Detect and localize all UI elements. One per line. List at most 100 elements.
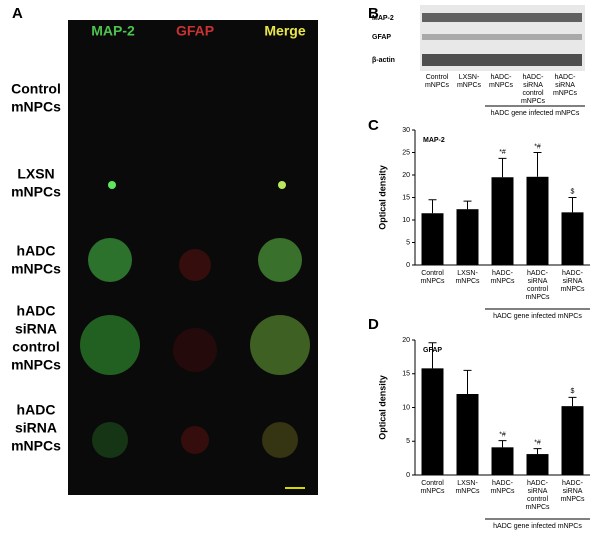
bar: [561, 406, 584, 475]
row-label: mNPCs: [11, 261, 61, 277]
x-tick-label: mNPCs: [560, 286, 585, 293]
chart-title: MAP-2: [423, 137, 445, 144]
row-label: siRNA: [15, 321, 57, 337]
column-header: Merge: [264, 23, 305, 39]
row-label: hADC: [17, 402, 56, 418]
bar: [526, 454, 549, 475]
row-label: mNPCs: [11, 184, 61, 200]
lane-label: hADC-: [522, 74, 544, 81]
cells: [80, 181, 310, 489]
y-tick-label: 15: [402, 194, 410, 201]
band-label: MAP-2: [372, 15, 394, 22]
row-label: LXSN: [17, 166, 54, 182]
y-tick-label: 5: [406, 239, 410, 246]
x-tick-label: siRNA: [528, 488, 548, 495]
lane-label: mNPCs: [457, 82, 482, 89]
panel-letter: C: [368, 117, 379, 134]
bar: [491, 447, 514, 475]
y-tick-label: 20: [402, 337, 410, 344]
x-tick-label: hADC-: [527, 270, 549, 277]
error-bar: [463, 200, 472, 210]
lane-label: mNPCs: [489, 82, 514, 89]
band-label: GFAP: [372, 34, 391, 41]
x-tick-label: hADC-: [492, 270, 514, 277]
row-label: control: [12, 339, 59, 355]
column-header: GFAP: [176, 23, 214, 39]
x-tick-label: LXSN-: [457, 270, 478, 277]
panel-letter: B: [368, 5, 379, 22]
y-axis-label: Optical density: [377, 165, 387, 230]
x-tick-label: siRNA: [528, 278, 548, 285]
y-tick-label: 10: [402, 217, 410, 224]
y-tick-label: 0: [406, 262, 410, 269]
x-tick-label: Control: [421, 270, 444, 277]
error-bar: [428, 342, 437, 369]
y-tick-label: 30: [402, 127, 410, 134]
y-tick-label: 25: [402, 149, 410, 156]
row-label: mNPCs: [11, 438, 61, 454]
x-tick-label: siRNA: [563, 488, 583, 495]
lane-label: siRNA: [555, 82, 575, 89]
blot-bands: [422, 13, 582, 66]
x-tick-label: Control: [421, 480, 444, 487]
bar: [421, 368, 444, 475]
x-tick-label: mNPCs: [455, 278, 480, 285]
y-tick-label: 20: [402, 172, 410, 179]
row-label: siRNA: [15, 420, 57, 436]
lane-label: hADC-: [490, 74, 512, 81]
error-bar: [568, 396, 577, 407]
error-bar: [568, 197, 577, 213]
bar: [526, 176, 549, 265]
panel-letter: A: [12, 5, 23, 22]
column-header: MAP-2: [91, 23, 135, 39]
lane-label: LXSN-: [459, 74, 480, 81]
lane-label: control: [522, 90, 543, 97]
row-label: hADC: [17, 243, 56, 259]
row-label: hADC: [17, 303, 56, 319]
error-bar: [533, 152, 542, 177]
row-label: mNPCs: [11, 357, 61, 373]
lane-label: mNPCs: [521, 98, 546, 105]
x-tick-label: siRNA: [563, 278, 583, 285]
x-tick-label: control: [527, 496, 548, 503]
error-bar: [533, 448, 542, 455]
error-bar: [498, 157, 507, 178]
lane-label: siRNA: [523, 82, 543, 89]
x-tick-label: hADC-: [492, 480, 514, 487]
x-tick-label: mNPCs: [525, 294, 550, 301]
y-tick-label: 5: [406, 438, 410, 445]
x-tick-label: hADC-: [562, 270, 584, 277]
x-tick-label: control: [527, 286, 548, 293]
x-tick-label: mNPCs: [455, 488, 480, 495]
band-label: β-actin: [372, 57, 395, 64]
significance-label: *#: [499, 149, 506, 156]
group-label: hADC gene infected mNPCs: [491, 110, 580, 117]
y-axis-label: Optical density: [377, 375, 387, 440]
lane-label: Control: [426, 74, 449, 81]
group-label: hADC gene infected mNPCs: [493, 313, 582, 320]
error-bar: [463, 369, 472, 394]
y-tick-label: 15: [402, 371, 410, 378]
bar: [561, 212, 584, 265]
row-label: Control: [11, 81, 61, 97]
row-label: mNPCs: [11, 99, 61, 115]
y-tick-label: 10: [402, 404, 410, 411]
x-tick-label: mNPCs: [490, 488, 515, 495]
panel-letter: D: [368, 316, 379, 333]
x-tick-label: mNPCs: [420, 488, 445, 495]
significance-label: *#: [534, 143, 541, 150]
x-tick-label: hADC-: [527, 480, 549, 487]
bar: [491, 177, 514, 265]
y-tick-label: 0: [406, 472, 410, 479]
x-tick-label: hADC-: [562, 480, 584, 487]
lane-label: hADC-: [554, 74, 576, 81]
x-tick-label: LXSN-: [457, 480, 478, 487]
bar: [456, 209, 479, 265]
significance-label: $: [571, 388, 575, 395]
significance-label: *#: [534, 440, 541, 447]
bar: [421, 213, 444, 265]
bar: [456, 394, 479, 475]
significance-label: $: [571, 188, 575, 195]
x-tick-label: mNPCs: [420, 278, 445, 285]
